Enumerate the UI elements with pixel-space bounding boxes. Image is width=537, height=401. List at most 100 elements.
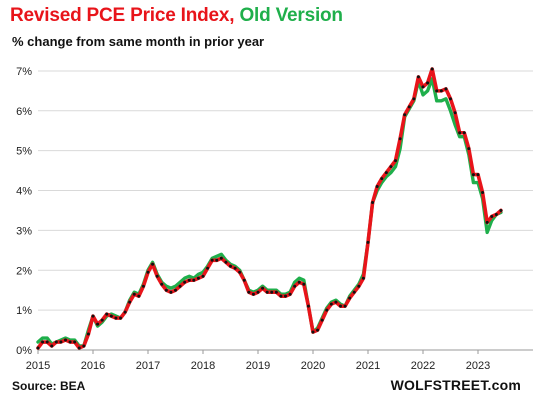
data-point <box>206 266 210 270</box>
data-point <box>229 264 232 268</box>
data-point <box>270 290 274 294</box>
data-point <box>187 278 191 282</box>
data-point <box>64 338 67 342</box>
data-point <box>105 312 109 316</box>
data-point <box>151 262 155 266</box>
data-point <box>256 290 260 294</box>
data-point <box>416 75 420 79</box>
data-point <box>119 316 122 320</box>
data-point <box>384 171 388 175</box>
data-point <box>41 340 45 344</box>
data-point <box>155 274 159 278</box>
data-point <box>444 87 448 91</box>
data-point <box>91 314 95 318</box>
data-point <box>100 318 104 322</box>
data-point <box>77 346 81 350</box>
data-point <box>132 292 136 296</box>
data-point <box>485 220 489 224</box>
y-tick-label: 1% <box>16 305 32 317</box>
x-tick-label: 2017 <box>136 360 160 372</box>
data-point <box>68 340 72 344</box>
data-point <box>284 294 287 298</box>
chart-title: Revised PCE Price Index, Old Version <box>10 5 343 27</box>
data-point <box>426 81 430 85</box>
data-point <box>50 344 54 348</box>
data-point <box>467 147 471 151</box>
data-point <box>242 278 246 282</box>
data-point <box>348 296 352 300</box>
data-point <box>371 201 375 204</box>
grid-layer <box>38 70 533 311</box>
y-tick-label: 5% <box>16 146 32 158</box>
data-point <box>334 300 338 304</box>
data-point <box>403 113 407 117</box>
data-point <box>183 280 187 284</box>
title-separator: , <box>229 5 240 26</box>
data-point <box>169 290 173 294</box>
data-point <box>453 111 457 115</box>
data-point <box>329 302 333 306</box>
data-point <box>366 240 370 244</box>
data-point <box>238 270 242 274</box>
data-point <box>297 280 301 284</box>
data-point <box>109 314 113 318</box>
data-point <box>215 258 219 262</box>
data-point <box>219 256 223 260</box>
y-tick-label: 4% <box>16 186 32 198</box>
data-point <box>361 276 365 280</box>
data-point <box>311 330 315 334</box>
data-point <box>73 340 77 344</box>
x-tick-label: 2016 <box>81 360 105 372</box>
data-point <box>421 85 425 89</box>
data-point <box>375 185 379 189</box>
source-note: Source: BEA <box>12 379 86 393</box>
data-point <box>430 67 434 71</box>
x-tick-label: 2020 <box>301 360 325 372</box>
series-line-old <box>36 77 503 348</box>
data-point <box>123 310 127 314</box>
data-point <box>407 105 411 109</box>
data-point <box>320 318 324 322</box>
data-point <box>316 328 320 332</box>
x-tick-label: 2015 <box>26 360 50 372</box>
data-point <box>325 308 329 312</box>
data-point <box>251 292 255 296</box>
data-point <box>233 266 237 270</box>
data-point <box>380 177 384 181</box>
data-point <box>174 288 177 292</box>
data-point <box>490 214 494 218</box>
data-point <box>458 131 462 135</box>
x-tick-label: 2019 <box>246 360 270 372</box>
y-tick-label: 3% <box>16 225 32 237</box>
y-tick-label: 0% <box>16 345 32 357</box>
y-tick-label: 7% <box>16 66 32 78</box>
y-tick-label: 2% <box>16 265 32 277</box>
data-point <box>302 282 306 286</box>
data-point <box>352 290 356 294</box>
data-point <box>128 300 132 304</box>
x-tick-label: 2018 <box>191 360 215 372</box>
data-point <box>141 284 145 288</box>
data-point <box>481 191 485 195</box>
data-point <box>86 332 90 336</box>
data-point <box>499 208 503 212</box>
data-point <box>357 284 361 288</box>
data-point <box>210 258 214 262</box>
data-point <box>224 260 228 264</box>
data-point <box>192 278 196 282</box>
data-point <box>288 292 292 296</box>
data-point <box>494 212 498 216</box>
data-point <box>36 346 40 350</box>
data-point <box>146 270 150 274</box>
axis-layer: 0% 1% 2% 3% 4% 5% 6% 7% 2015 2016 2017 2018 2019 2020… <box>16 66 533 372</box>
data-point <box>201 274 205 278</box>
data-point <box>462 131 466 135</box>
data-point <box>265 290 269 294</box>
data-point <box>178 284 182 288</box>
data-point <box>412 97 416 101</box>
data-point <box>435 89 439 93</box>
chart-subtitle: % change from same month in prior year <box>12 34 265 49</box>
data-point <box>45 340 49 344</box>
data-point <box>59 340 63 344</box>
data-point <box>343 304 347 308</box>
